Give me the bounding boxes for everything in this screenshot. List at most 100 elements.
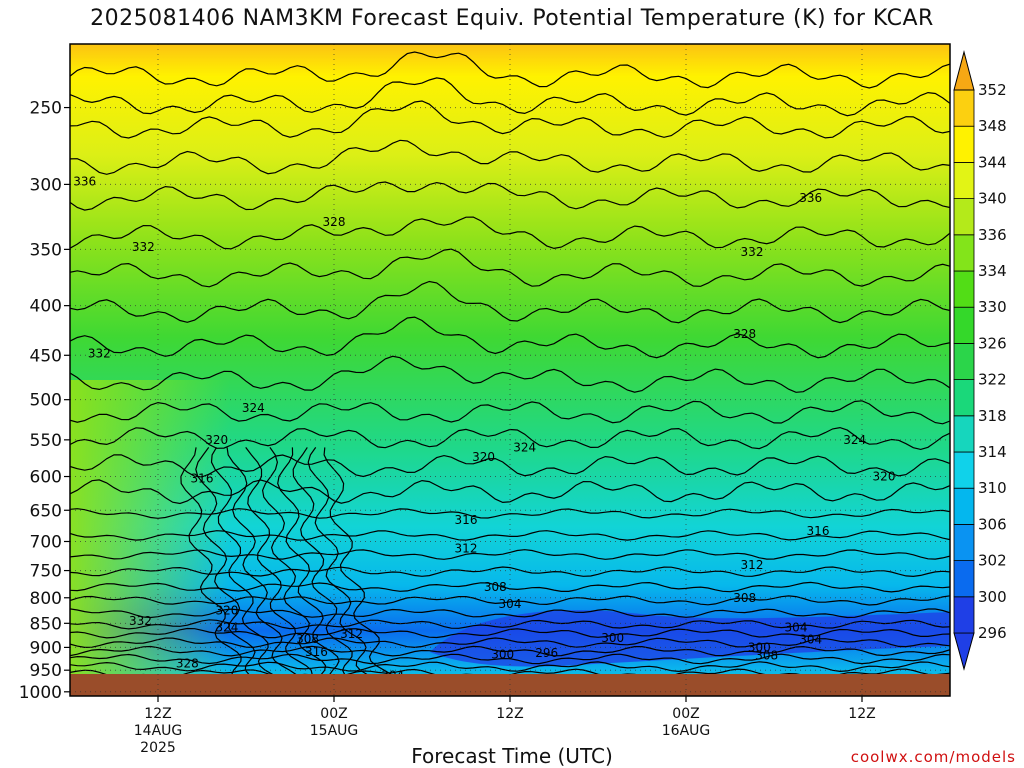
contour-line xyxy=(70,100,950,139)
contour-label: 308 xyxy=(484,580,507,594)
contour-line xyxy=(210,447,287,688)
y-tick-label: 350 xyxy=(30,240,62,260)
colorbar-swatch xyxy=(953,379,975,417)
contour-label: 308 xyxy=(296,632,319,646)
blue-low-band xyxy=(430,610,950,667)
contour-line xyxy=(307,447,384,688)
contour-line xyxy=(70,400,950,425)
x-tick-label: 12Z xyxy=(496,706,523,722)
contour-line xyxy=(70,595,950,606)
contour-line xyxy=(70,608,950,619)
colorbar-label: 318 xyxy=(978,407,1007,425)
colorbar-label: 314 xyxy=(978,443,1007,461)
contour-line xyxy=(70,77,950,117)
contour-line xyxy=(70,645,950,657)
contour-label: 320 xyxy=(472,450,495,464)
y-tick-label: 850 xyxy=(30,614,62,634)
y-tick-label: 400 xyxy=(30,297,62,317)
y-tick-label: 950 xyxy=(30,661,62,681)
contour-label: 324 xyxy=(215,620,238,634)
colorbar-label: 334 xyxy=(978,262,1007,280)
colorbar-label: 326 xyxy=(978,334,1007,352)
contour-line xyxy=(70,316,950,359)
contour-line xyxy=(70,479,950,505)
chart-title: 2025081406 NAM3KM Forecast Equiv. Potent… xyxy=(90,6,934,31)
contour-line xyxy=(70,581,950,593)
colorbar-swatch xyxy=(953,596,975,634)
y-axis: 250 300 350 400 450 500 550 600 650 700 750 800 850 9… xyxy=(19,99,70,703)
colorbar-swatch xyxy=(953,125,975,163)
colorbar-swatch xyxy=(953,415,975,453)
colorbar-label: 330 xyxy=(978,298,1007,316)
contour-label: 320 xyxy=(205,433,228,447)
colorbar-swatch xyxy=(953,89,975,127)
grid-lines xyxy=(70,44,950,696)
contour-label: 312 xyxy=(340,627,363,641)
contour-line xyxy=(292,447,367,689)
colorbar-label: 310 xyxy=(978,479,1007,497)
colorbar-swatch xyxy=(953,270,975,308)
contour-label: 308 xyxy=(755,648,778,662)
y-tick-label: 800 xyxy=(30,589,62,609)
contour-label: 300 xyxy=(491,647,514,661)
colorbar-label: 352 xyxy=(978,81,1007,99)
y-tick-label: 700 xyxy=(30,532,62,552)
colorbar-label: 296 xyxy=(978,624,1007,642)
contour-labels: 3363323283363323283323243203163203243163… xyxy=(73,175,895,683)
y-tick-label: 1000 xyxy=(19,683,62,703)
contour-label: 336 xyxy=(73,175,96,189)
contour-label: 320 xyxy=(873,470,896,484)
colorbar-swatch xyxy=(953,306,975,344)
y-tick-label: 550 xyxy=(30,431,62,451)
contour-label: 328 xyxy=(733,327,756,341)
contour-line xyxy=(226,447,300,688)
colorbar-label: 336 xyxy=(978,226,1007,244)
contour-label: 300 xyxy=(601,631,624,645)
contour-label: 308 xyxy=(733,591,756,605)
colorbar-swatch xyxy=(953,234,975,272)
colorbar: 296 300 302 306 310 314 318 322 326 330 334 336 340 3… xyxy=(953,50,1007,671)
contour-label: 328 xyxy=(323,215,346,229)
contour-line xyxy=(70,216,950,250)
colorbar-swatch xyxy=(953,161,975,199)
contour-line xyxy=(70,549,950,560)
colorbar-low-arrow xyxy=(953,632,975,671)
contour-line xyxy=(70,355,950,393)
contour-line xyxy=(70,454,950,478)
colorbar-label: 348 xyxy=(978,117,1007,135)
source-credit: coolwx.com/models xyxy=(850,748,1016,766)
contour-label: 324 xyxy=(843,433,866,447)
y-tick-label: 600 xyxy=(30,468,62,488)
x-tick-label: 00Z xyxy=(320,706,347,722)
colorbar-swatch xyxy=(953,487,975,525)
contour-label: 332 xyxy=(88,346,111,360)
contour-label: 316 xyxy=(455,513,478,527)
x-tick-label: 16AUG xyxy=(662,723,711,739)
colorbar-label: 300 xyxy=(978,588,1007,606)
x-tick-label: 12Z xyxy=(848,706,875,722)
x-tick-label: 12Z xyxy=(144,706,171,722)
colorbar-swatch xyxy=(953,560,975,598)
contour-line xyxy=(261,447,327,688)
contour-label: 328 xyxy=(176,656,199,670)
contour-label: 304 xyxy=(799,632,822,646)
y-tick-label: 500 xyxy=(30,391,62,411)
y-tick-label: 250 xyxy=(30,99,62,119)
colorbar-high-arrow xyxy=(953,50,975,91)
colorbar-label: 306 xyxy=(978,515,1007,533)
contour-line xyxy=(70,653,950,665)
contour-line xyxy=(180,447,248,689)
x-axis-title: Forecast Time (UTC) xyxy=(411,744,613,768)
y-tick-label: 450 xyxy=(30,346,62,366)
colorbar-swatch xyxy=(953,524,975,562)
contour-label: 312 xyxy=(741,558,764,572)
contour-line xyxy=(70,530,950,541)
contour-line xyxy=(70,661,950,673)
x-tick-label: 00Z xyxy=(672,706,699,722)
contour-line xyxy=(195,447,271,689)
contour-line xyxy=(70,508,950,519)
contour-label: 332 xyxy=(741,245,764,259)
contour-line xyxy=(245,447,313,688)
contour-line xyxy=(70,637,950,649)
